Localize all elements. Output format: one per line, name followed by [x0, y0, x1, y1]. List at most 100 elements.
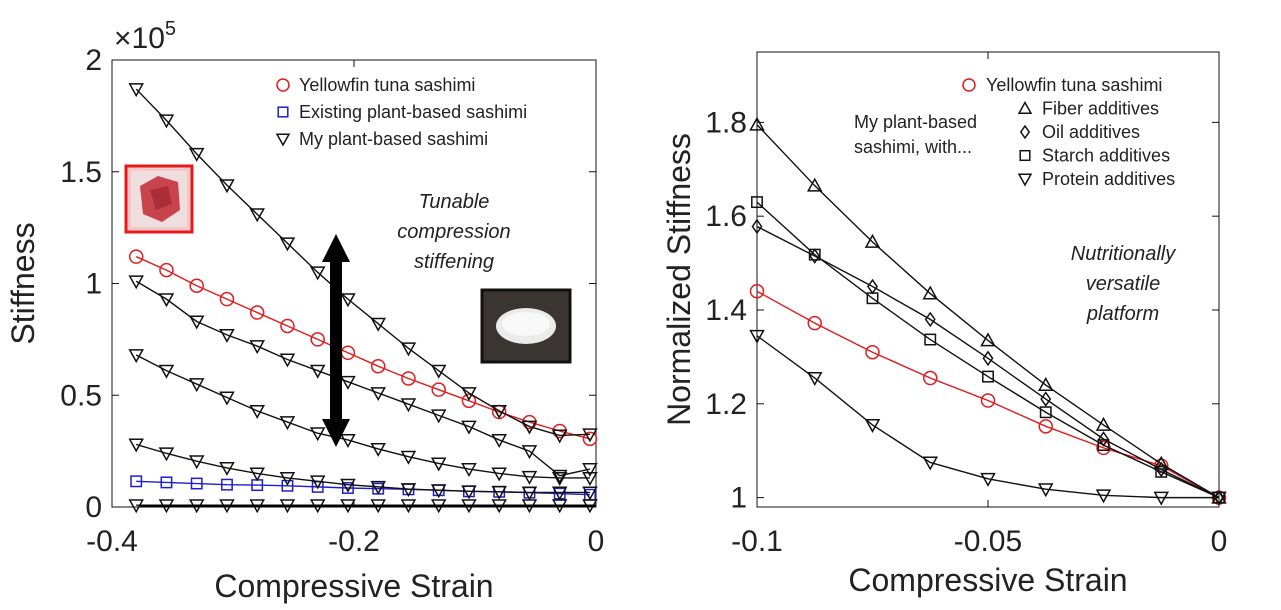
data-point — [1039, 406, 1052, 419]
data-point — [521, 486, 538, 501]
legend-entry: Fiber additives — [1042, 99, 1159, 119]
series-line — [135, 280, 591, 477]
data-point — [190, 477, 203, 490]
data-point — [130, 475, 143, 488]
normalized-stiffness-chart: -0.1 -0.05 0 1 1.2 1.4 1.6 1.8 Compressive Strai… — [661, 51, 1227, 598]
x-tick-label: -0.2 — [328, 525, 380, 558]
data-point — [219, 328, 235, 343]
annotation-line: Tunable — [419, 191, 490, 213]
annotation-line: compression — [397, 221, 510, 243]
legend-entry: Oil additives — [1042, 122, 1140, 142]
data-point — [582, 486, 598, 501]
data-point — [340, 478, 356, 493]
series-2 — [751, 218, 1225, 506]
left-axes-box — [111, 59, 597, 508]
data-point — [189, 278, 204, 293]
series-line — [756, 225, 1220, 499]
data-point — [400, 450, 417, 465]
data-point — [806, 372, 823, 387]
legend-marker — [276, 78, 290, 92]
series-line — [135, 256, 591, 440]
right-text-layer: -0.1 -0.05 0 1 1.2 1.4 1.6 1.8 Compressive Strai… — [661, 75, 1227, 598]
data-point — [400, 342, 417, 357]
data-point — [370, 358, 386, 374]
data-point — [159, 262, 174, 278]
data-point — [219, 391, 235, 406]
data-point — [340, 293, 356, 308]
data-point — [749, 116, 765, 131]
data-point — [249, 404, 265, 419]
data-point — [461, 387, 477, 402]
series-line — [756, 335, 1219, 499]
y-tick-label: 1.8 — [705, 106, 747, 139]
x-axis-label: Compressive Strain — [214, 568, 493, 604]
data-point — [551, 469, 568, 484]
data-point — [980, 393, 996, 408]
legend-entry: Existing plant-based sashimi — [299, 102, 527, 122]
data-point — [158, 293, 175, 308]
data-point — [1037, 376, 1054, 391]
data-point — [128, 83, 144, 98]
data-point — [401, 371, 416, 386]
data-point — [864, 233, 881, 248]
data-point — [1097, 439, 1110, 452]
legend-prefix-line: sashimi, with... — [854, 137, 972, 157]
x-tick-label: -0.05 — [954, 525, 1022, 558]
data-point — [551, 486, 568, 501]
legend-prefix-line: My plant-based — [854, 112, 977, 132]
legend-marker — [1019, 124, 1031, 140]
data-point — [865, 344, 880, 360]
data-point — [808, 248, 821, 261]
series-line — [756, 124, 1220, 499]
data-point — [249, 208, 265, 223]
legend-marker — [962, 78, 976, 92]
exponent-power: 5 — [165, 18, 176, 40]
data-point — [249, 340, 265, 355]
legend-marker — [1017, 100, 1033, 115]
data-point — [1095, 489, 1112, 504]
series-3 — [751, 196, 1225, 504]
data-point — [431, 382, 446, 397]
data-point — [158, 447, 175, 462]
legend-entry: Starch additives — [1042, 146, 1170, 166]
data-point — [1037, 483, 1054, 498]
tuna-sashimi-photo — [124, 164, 194, 234]
x-tick-label: -0.1 — [731, 525, 783, 558]
data-point — [866, 292, 879, 305]
data-point — [309, 475, 326, 490]
series-3 — [128, 275, 598, 484]
data-point — [128, 438, 144, 453]
data-point — [309, 364, 326, 379]
data-point — [491, 467, 507, 482]
data-point — [980, 472, 996, 487]
data-point — [924, 333, 937, 346]
data-point — [582, 428, 598, 443]
data-point — [249, 467, 265, 482]
series-4 — [128, 349, 598, 486]
data-point — [280, 318, 295, 334]
data-point — [430, 409, 447, 424]
right-axes-box — [756, 51, 1220, 508]
annotation-line: platform — [1086, 303, 1159, 325]
legend-entry: Protein additives — [1042, 169, 1175, 189]
data-point — [1211, 491, 1227, 506]
data-point — [128, 275, 144, 290]
stiffness-chart: -0.4 -0.2 0 0 0.5 1 1.5 2 Compressive Strain Stif… — [5, 18, 604, 604]
data-point — [279, 471, 296, 486]
data-point — [188, 455, 205, 470]
series-line — [136, 443, 590, 494]
x-tick-label: -0.4 — [86, 525, 138, 558]
series-4 — [749, 329, 1227, 506]
data-point — [864, 418, 881, 433]
data-point — [370, 480, 386, 495]
data-point — [582, 463, 598, 478]
data-point — [400, 483, 417, 498]
left-series-group — [128, 83, 598, 514]
data-point — [281, 479, 294, 492]
exponent-label: ×105 — [114, 18, 176, 55]
data-point — [1155, 465, 1168, 478]
annotation-line: Nutritionally — [1071, 243, 1176, 265]
y-tick-label: 1 — [730, 482, 747, 515]
data-point — [751, 218, 763, 235]
data-point — [1095, 416, 1112, 431]
